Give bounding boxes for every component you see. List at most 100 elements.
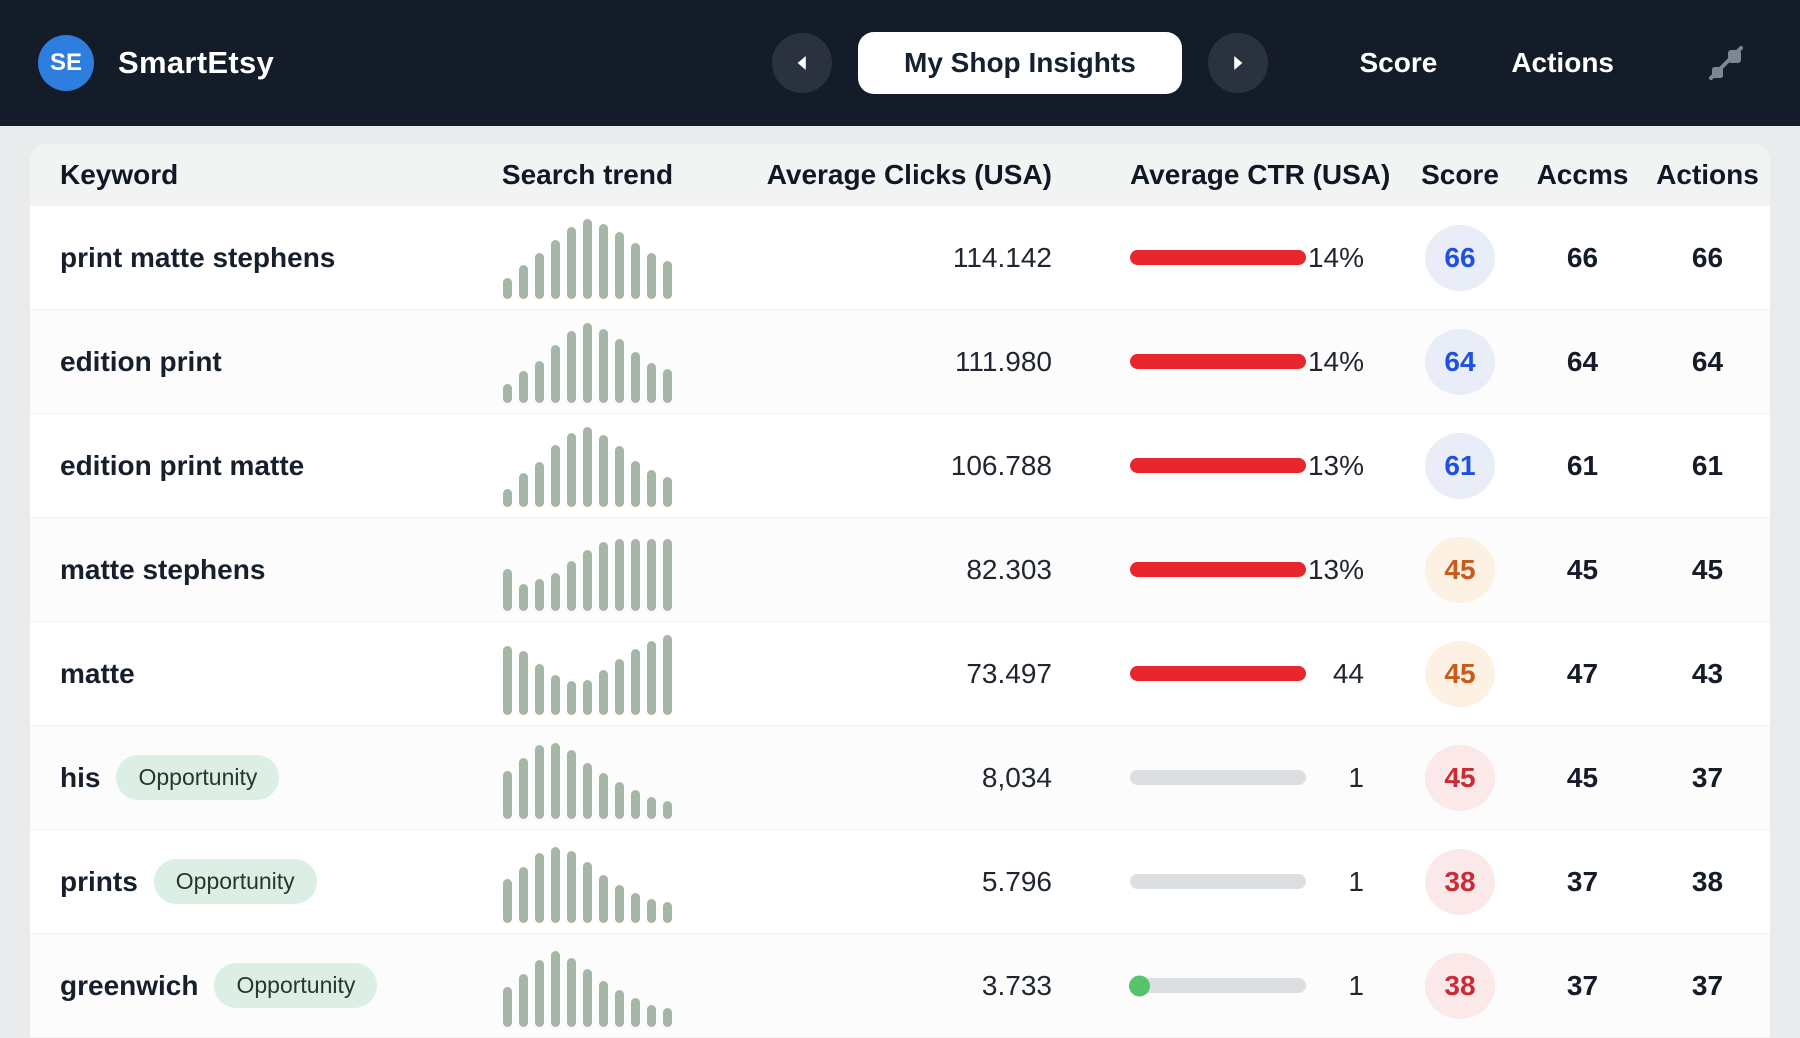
search-trend-cell	[460, 425, 715, 507]
trend-bar	[615, 781, 624, 819]
nav-link-score[interactable]: Score	[1359, 47, 1438, 78]
chevron-left-icon	[789, 50, 815, 76]
trend-bar	[519, 583, 528, 611]
actions-value: 37	[1691, 761, 1724, 793]
trend-bar	[519, 472, 528, 507]
trend-bar	[583, 762, 592, 819]
search-trend-sparkline	[503, 633, 672, 715]
score-badge: 61	[1425, 432, 1495, 499]
table-row[interactable]: prints Opportunity 5.796 1 38 37 38	[30, 830, 1770, 934]
keywords-table-card: Keyword Search trend Average Clicks (USA…	[30, 144, 1770, 1038]
keyword-cell: greenwich Opportunity	[30, 963, 460, 1008]
search-trend-sparkline	[503, 737, 672, 819]
trend-bar	[583, 861, 592, 923]
brand-name: SmartEtsy	[118, 45, 275, 80]
keyword-label: greenwich	[60, 969, 199, 1001]
active-tab-pill[interactable]: My Shop Insights	[858, 32, 1182, 94]
trend-bar	[663, 901, 672, 923]
trend-bar	[535, 252, 544, 299]
trend-bar	[535, 852, 544, 923]
table-row[interactable]: print matte stephens 114.142 14% 66 66 66	[30, 206, 1770, 310]
trend-bar	[583, 549, 592, 611]
search-trend-sparkline	[503, 321, 672, 403]
search-trend-cell	[460, 945, 715, 1027]
trend-bar	[503, 645, 512, 715]
trend-bar	[615, 989, 624, 1027]
trend-bar	[503, 277, 512, 299]
nav-link-actions[interactable]: Actions	[1511, 47, 1614, 78]
trend-bar	[631, 648, 640, 715]
trend-bar	[615, 338, 624, 403]
score-badge: 38	[1425, 848, 1495, 915]
accms-value: 66	[1566, 241, 1599, 273]
ctr-cell: 1	[1060, 830, 1400, 933]
search-trend-sparkline	[503, 841, 672, 923]
prev-tab-button[interactable]	[772, 33, 832, 93]
table-row[interactable]: his Opportunity 8,034 1 45 45 37	[30, 726, 1770, 830]
score-cell: 38	[1400, 848, 1520, 915]
trend-bar	[583, 218, 592, 299]
column-header-accms: Accms	[1536, 159, 1629, 190]
search-trend-cell	[460, 321, 715, 403]
ctr-value: 14%	[1307, 241, 1364, 273]
ctr-bar	[1130, 770, 1306, 785]
trend-bar	[663, 538, 672, 611]
trend-bar	[599, 669, 608, 715]
search-trend-cell	[460, 217, 715, 299]
trend-bar	[551, 742, 560, 819]
trend-bar	[567, 957, 576, 1027]
ctr-bar	[1130, 666, 1306, 681]
trend-bar	[599, 980, 608, 1027]
table-row[interactable]: edition print matte 106.788 13% 61 61 61	[30, 414, 1770, 518]
search-trend-sparkline	[503, 425, 672, 507]
trend-bar	[535, 461, 544, 507]
ctr-value: 1	[1348, 969, 1364, 1001]
ctr-cell: 14%	[1060, 310, 1400, 413]
trend-bar	[503, 568, 512, 611]
ctr-bar-fill	[1130, 666, 1306, 681]
keyword-label: his	[60, 761, 101, 793]
ctr-bar-fill	[1130, 354, 1306, 369]
score-badge: 45	[1425, 640, 1495, 707]
trend-bar	[551, 846, 560, 923]
avg-clicks-value: 8,034	[981, 761, 1052, 793]
actions-value: 66	[1691, 241, 1724, 273]
accms-value: 45	[1566, 761, 1599, 793]
trend-bar	[535, 959, 544, 1027]
search-trend-sparkline	[503, 217, 672, 299]
trend-bar	[631, 789, 640, 819]
column-header-score: Score	[1421, 159, 1499, 190]
opportunity-badge: Opportunity	[116, 755, 280, 800]
search-trend-cell	[460, 633, 715, 715]
trend-bar	[615, 884, 624, 923]
trend-bar	[551, 950, 560, 1027]
trend-bar	[567, 226, 576, 299]
actions-value: 37	[1691, 969, 1724, 1001]
trend-bar	[567, 850, 576, 923]
avg-clicks-value: 5.796	[981, 865, 1052, 897]
accms-value: 61	[1566, 449, 1599, 481]
avg-clicks-value: 106.788	[950, 449, 1052, 481]
keyword-label: prints	[60, 865, 138, 897]
score-badge: 45	[1425, 536, 1495, 603]
trend-bar	[647, 362, 656, 403]
table-row[interactable]: matte 73.497 44 45 47 43	[30, 622, 1770, 726]
disconnect-icon[interactable]	[1704, 41, 1748, 85]
table-row[interactable]: edition print 111.980 14% 64 64 64	[30, 310, 1770, 414]
header-nav: Score Actions	[1359, 41, 1748, 85]
ctr-bar	[1130, 562, 1306, 577]
trend-bar	[663, 800, 672, 819]
app-header: SE SmartEtsy My Shop Insights Score Acti…	[0, 0, 1800, 126]
trend-bar	[535, 663, 544, 715]
trend-bar	[551, 344, 560, 403]
ctr-cell: 1	[1060, 726, 1400, 829]
trend-bar	[663, 1007, 672, 1027]
trend-bar	[647, 898, 656, 923]
trend-bar	[583, 426, 592, 507]
table-row[interactable]: greenwich Opportunity 3.733 1 38 37 37	[30, 934, 1770, 1038]
trend-bar	[535, 744, 544, 819]
keyword-cell: matte stephens	[30, 554, 460, 586]
table-row[interactable]: matte stephens 82.303 13% 45 45 45	[30, 518, 1770, 622]
ctr-bar-fill	[1130, 562, 1306, 577]
next-tab-button[interactable]	[1207, 33, 1268, 93]
